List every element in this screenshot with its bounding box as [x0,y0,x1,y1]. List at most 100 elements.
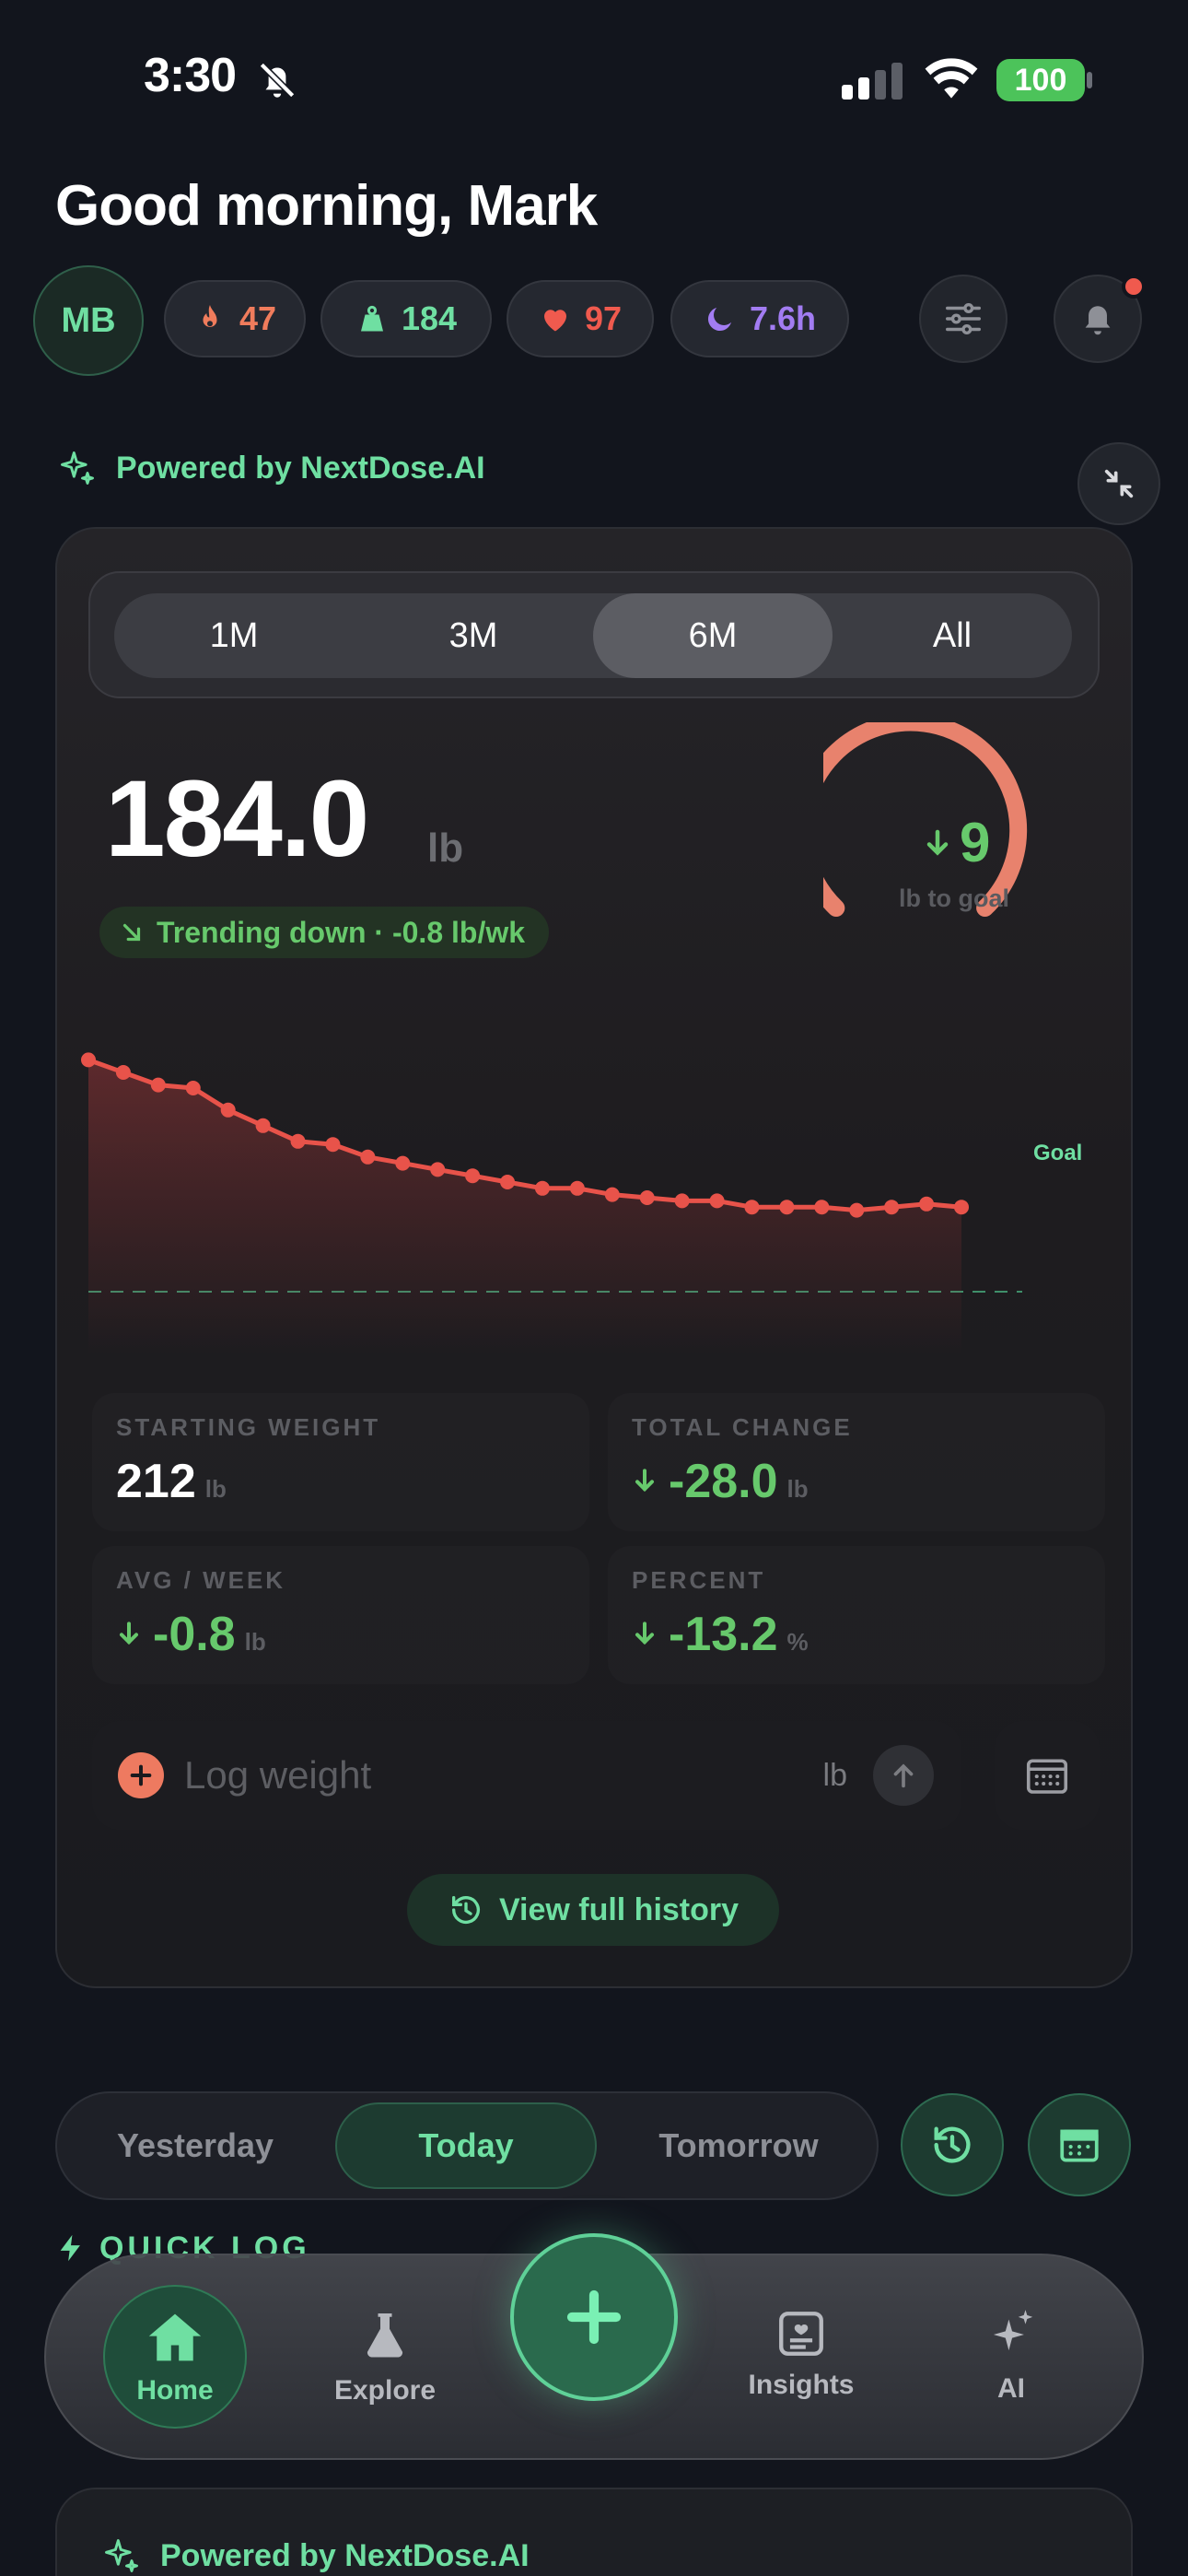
stat-number: 212 [116,1455,196,1508]
goal-gauge-ring [823,722,1028,918]
chart-point [500,1175,516,1189]
add-button[interactable] [510,2233,678,2401]
powered-by-text: Powered by NextDose.AI [160,2537,530,2573]
view-history-button[interactable]: View full history [407,1874,779,1946]
tab-1m[interactable]: 1M [209,615,259,655]
avatar[interactable]: MB [33,265,144,376]
bolt-icon [60,2234,80,2262]
day-yesterday[interactable]: Yesterday [116,2126,274,2164]
chart-point [639,1190,655,1205]
bell-icon [1085,306,1111,335]
chart-point [884,1200,900,1215]
ai-card [55,2488,1133,2576]
history-icon [934,2126,971,2163]
chart-point [220,1102,236,1118]
plus-icon [566,2289,622,2345]
tab-6m[interactable]: 6M [593,593,833,678]
filters-button[interactable] [919,275,1007,363]
heart-rate-value: 97 [584,299,623,337]
stat-label: TOTAL CHANGE [632,1413,853,1441]
arrow-down-icon [120,1622,138,1645]
weight-chip[interactable]: 184 [320,280,492,357]
current-weight: 184.0 [105,758,369,880]
calendar-button[interactable] [995,1721,1100,1830]
flask-icon [367,2313,403,2358]
trend-text: Trending down · -0.8 lb/wk [157,915,526,949]
goal-label: Goal [1033,1141,1083,1165]
chart-point [290,1133,306,1149]
notifications-button[interactable] [1054,275,1142,363]
chart-point [255,1118,271,1133]
arrow-up-icon [893,1763,914,1788]
sparkle-icon [105,2539,138,2572]
chart-point [395,1155,411,1171]
goal-remaining: 9 [921,811,990,874]
battery-tip [1087,72,1092,88]
weight-chart [81,1052,1022,1354]
heart-rate-chip[interactable]: 97 [507,280,654,357]
stat-label: PERCENT [632,1566,766,1594]
sliders-icon [946,302,981,335]
stat-unit: % [786,1628,809,1656]
nav-insights[interactable]: Insights [729,2307,873,2401]
weight-value: 184 [401,299,458,337]
chart-point [814,1200,830,1215]
log-weight-field[interactable]: Log weight lb [92,1721,961,1830]
stat-number: -0.8 [153,1608,236,1661]
chart-point [360,1149,376,1165]
tab-3m[interactable]: 3M [448,615,498,655]
powered-by-text: Powered by NextDose.AI [116,450,485,486]
day-tomorrow[interactable]: Tomorrow [658,2126,819,2164]
stat-total-change: TOTAL CHANGE -28.0 lb [608,1393,1105,1531]
goal-remaining-label: lb to goal [899,884,1009,912]
trend-badge: Trending down · -0.8 lb/wk [99,907,550,958]
collapse-button[interactable] [1077,442,1160,525]
calories-chip[interactable]: 47 [164,280,306,357]
log-weight-placeholder: Log weight [184,1753,372,1797]
chart-point [185,1081,201,1095]
submit-weight-button[interactable] [873,1745,934,1806]
current-weight-unit: lb [427,825,464,871]
calendar-round-button[interactable] [1028,2093,1131,2196]
chart-point [534,1180,550,1196]
log-weight-unit: lb [822,1757,847,1793]
chart-point [709,1193,725,1209]
view-history-label: View full history [498,1891,740,1927]
nav-insights-label: Insights [748,2370,855,2400]
plus-icon [118,1752,164,1798]
battery-indicator: 100 [996,59,1085,101]
weight-icon [360,305,383,332]
notification-badge [1122,275,1146,299]
sparkle-icon [61,451,94,485]
sleep-chip[interactable]: 7.6h [670,280,849,357]
stat-label: AVG / WEEK [116,1566,286,1594]
nav-home-label: Home [136,2375,214,2406]
tab-all[interactable]: All [932,615,973,655]
chart-point [744,1200,760,1215]
stat-starting-weight: STARTING WEIGHT 212 lb [92,1393,589,1531]
stat-percent: PERCENT -13.2 % [608,1546,1105,1684]
goal-remaining-value: 9 [960,812,991,873]
arrow-down-right-icon [122,923,141,942]
day-today[interactable]: Today [335,2102,597,2189]
stat-label: STARTING WEIGHT [116,1413,381,1441]
insights-icon [779,2312,823,2356]
history-icon [451,1896,480,1925]
nav-explore[interactable]: Explore [313,2307,457,2406]
calendar-icon [1026,1759,1068,1794]
nav-home[interactable]: Home [103,2309,247,2406]
chart-point [569,1180,585,1196]
nav-ai[interactable]: AI [939,2303,1083,2405]
stat-number: -13.2 [669,1608,778,1661]
nav-explore-label: Explore [333,2375,437,2406]
chart-point [150,1077,166,1093]
stat-unit: lb [244,1628,266,1656]
history-round-button[interactable] [901,2093,1004,2196]
chart-point [849,1202,865,1218]
chart-point [81,1052,96,1068]
chart-point [604,1187,620,1202]
heart-icon [543,310,566,332]
chart-point [325,1137,341,1153]
nav-ai-label: AI [997,2373,1025,2404]
chart-point [919,1196,935,1212]
